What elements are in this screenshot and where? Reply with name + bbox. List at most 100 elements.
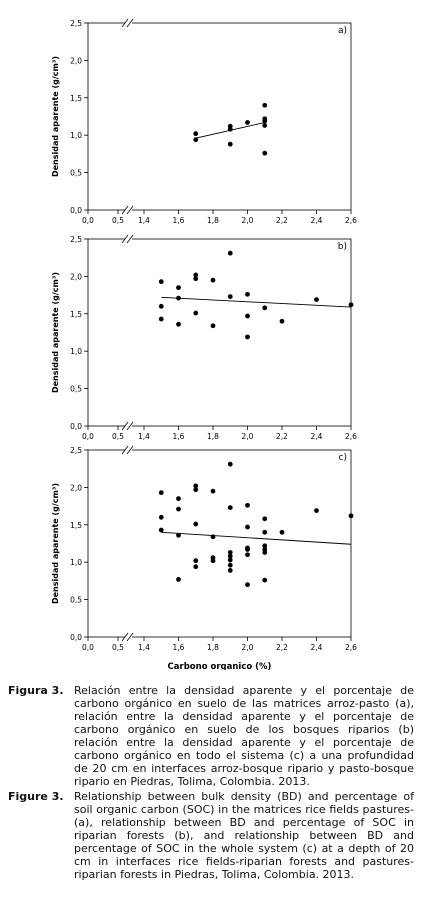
chart-panel-1: 0,0 0,5 1,0 1,5 2,0 2,5 0,0 0,5 1,4 1,6 1,8 2,0 2,2 2… (51, 18, 357, 225)
data-point (193, 137, 199, 143)
x-tick-label: 1,6 (173, 216, 185, 225)
data-point (158, 490, 164, 496)
data-point (193, 272, 199, 278)
data-point (210, 323, 216, 329)
chart-panel-3: 0,0 0,5 1,0 1,5 2,0 2,5 0,0 0,5 1,4 1,6 1,8 2,0 2,2 2… (51, 445, 357, 670)
data-point (227, 250, 233, 256)
y-tick-label: 2,5 (70, 19, 82, 28)
data-point (262, 529, 268, 535)
data-point (245, 291, 250, 297)
data-point (176, 577, 181, 582)
data-point (176, 532, 181, 538)
data-point (245, 582, 250, 588)
caption-spanish: Figura 3. Relación entre la densidad apa… (8, 684, 414, 788)
data-point (262, 550, 268, 555)
panel-label: a) (338, 26, 347, 36)
axis-break-mark (126, 234, 134, 244)
data-point (348, 513, 354, 519)
x-tick-label: 2,2 (276, 432, 288, 441)
data-point (279, 529, 285, 535)
x-tick-label: 1,4 (138, 643, 150, 652)
data-point (227, 126, 233, 132)
x-tick-label: 2,6 (345, 643, 357, 652)
axis-break-gap (125, 21, 132, 25)
x-tick-label: 0,0 (82, 432, 94, 441)
data-point (193, 487, 199, 493)
x-tick-label: 1,4 (138, 432, 150, 441)
x-tick-label: 1,8 (207, 216, 219, 225)
y-tick-label: 1,5 (70, 94, 82, 103)
panel-label: c) (339, 453, 347, 463)
data-point (176, 285, 181, 291)
x-tick-label: 2,0 (242, 432, 254, 441)
trend-line (161, 296, 352, 308)
data-point (227, 461, 233, 467)
x-tick-label: 2,4 (311, 216, 323, 225)
data-point (262, 543, 268, 549)
data-point (210, 488, 216, 494)
x-tick-label: 1,4 (138, 216, 150, 225)
x-tick-label: 0,5 (112, 432, 124, 441)
panel-label: b) (338, 242, 347, 252)
data-point (158, 303, 164, 309)
data-point (227, 550, 233, 555)
data-point (176, 295, 181, 301)
data-point (193, 483, 199, 489)
x-tick-label: 2,0 (242, 216, 254, 225)
y-tick-label: 2,5 (70, 446, 82, 455)
y-tick-label: 2,0 (70, 56, 82, 65)
axis-break-mark (121, 234, 129, 244)
axis-break-gap (125, 208, 132, 212)
data-point (227, 294, 233, 299)
data-point (227, 568, 233, 573)
axis-break-mark (121, 421, 129, 431)
y-tick-label: 1,0 (70, 131, 82, 140)
axis-break-mark (121, 445, 129, 455)
data-point (262, 305, 268, 311)
axis-break-gap (125, 448, 132, 452)
x-tick-label: 0,0 (82, 643, 94, 652)
y-tick-label: 1,0 (70, 347, 82, 356)
data-point (279, 318, 285, 324)
axis-break-mark (126, 18, 134, 28)
y-tick-label: 2,5 (70, 235, 82, 244)
data-point (245, 547, 250, 552)
caption-english-label: Figure 3. (8, 790, 64, 803)
x-tick-label: 1,8 (207, 432, 219, 441)
y-axis-title: Densidad aparente (g/cm³) (51, 56, 60, 177)
data-point (348, 302, 354, 308)
plot-frame (87, 449, 352, 638)
data-point (262, 516, 268, 522)
data-point (227, 562, 233, 568)
data-point (193, 558, 199, 564)
data-point (176, 506, 181, 512)
data-point (176, 496, 181, 502)
data-point (193, 131, 199, 137)
axis-break-mark (126, 421, 134, 431)
plot-frame (87, 238, 352, 427)
caption-english: Figure 3. Relationship between bulk dens… (8, 790, 414, 890)
y-tick-label: 2,0 (70, 483, 82, 492)
data-point (158, 514, 164, 520)
data-point (227, 553, 233, 559)
axis-break-mark (126, 632, 134, 642)
data-point (245, 120, 250, 125)
figure-charts: 0,00,51,01,52,02,50,0 0,5 1,4 1,6 1,8 2,0 2,2 2… (51, 18, 357, 670)
caption-spanish-text: Relación entre la densidad aparente y el… (74, 684, 414, 788)
data-point (262, 150, 268, 156)
data-point (193, 276, 199, 282)
x-tick-label: 1,6 (173, 643, 185, 652)
y-tick-label: 0,5 (70, 385, 82, 394)
x-tick-label: 2,2 (276, 643, 288, 652)
x-tick-label: 1,6 (173, 432, 185, 441)
data-point (193, 521, 199, 527)
x-tick-label: 2,2 (276, 216, 288, 225)
axis-break-mark (121, 18, 129, 28)
data-point (245, 313, 250, 319)
y-tick-label: 0,5 (70, 596, 82, 605)
data-point (314, 508, 319, 513)
data-point (193, 310, 199, 316)
data-point (210, 277, 216, 283)
data-point (176, 321, 181, 327)
x-tick-label: 0,5 (112, 216, 124, 225)
